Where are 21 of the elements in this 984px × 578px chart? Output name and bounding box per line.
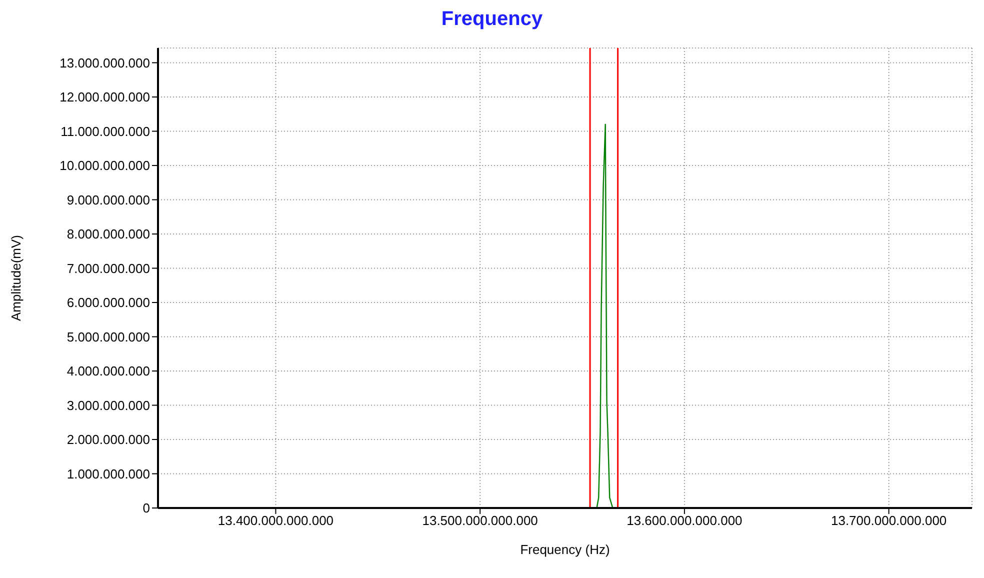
y-axis-title: Amplitude(mV): [8, 235, 24, 321]
y-tick-label: 3.000.000.000: [66, 398, 150, 413]
y-tick-label: 4.000.000.000: [66, 364, 150, 379]
y-tick-label: 5.000.000.000: [66, 329, 150, 344]
x-axis-title: Frequency (Hz): [520, 542, 610, 557]
y-tick-label: 2.000.000.000: [66, 432, 150, 448]
y-tick-label: 1.000.000.000: [66, 466, 150, 482]
y-tick-label: 9.000.000.000: [66, 192, 150, 208]
chart-title: Frequency: [440, 8, 544, 32]
y-tick-label: 8.000.000.000: [66, 226, 150, 242]
y-tick-label: 7.000.000.000: [66, 260, 150, 276]
y-tick-label: 0: [142, 500, 150, 516]
x-tick-label: 13.500.000.000.000: [422, 513, 538, 528]
y-tick-label: 11.000.000.000: [60, 124, 150, 139]
x-tick-label: 13.700.000.000.000: [830, 513, 947, 528]
y-tick-label: 13.000.000.000: [60, 55, 150, 70]
y-tick-label: 10.000.000.000: [60, 158, 150, 174]
x-tick-label: 13.400.000.000.000: [218, 513, 334, 528]
y-tick-label: 12.000.000.000: [60, 90, 150, 105]
y-tick-label: 6.000.000.000: [66, 295, 150, 310]
x-tick-label: 13.600.000.000.000: [626, 513, 742, 528]
